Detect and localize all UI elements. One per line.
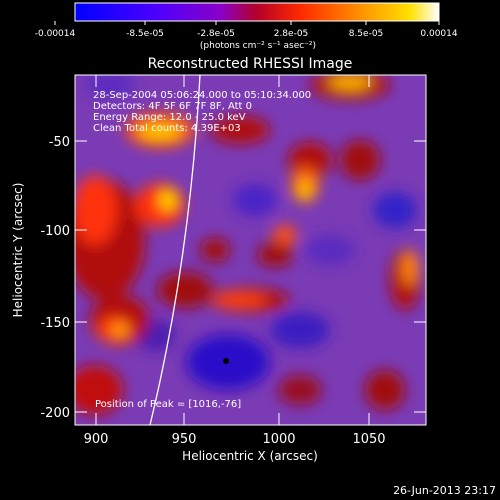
plot-frame [74,74,427,426]
x-tick-labels: 900 950 1000 1050 [84,432,386,447]
x-tick-label: 900 [84,432,109,447]
info-line-energy: Energy Range: 12.0 - 25.0 keV [93,112,246,123]
x-tick-label: 950 [172,432,197,447]
peak-marker [223,358,229,364]
y-tick-label: -50 [49,135,70,150]
plot-title: Reconstructed RHESSI Image [148,56,353,72]
colorbar-tick-label: 0.00014 [420,29,457,39]
info-line-time: 28-Sep-2004 05:06:24.000 to 05:10:34.000 [93,90,311,101]
x-axis-label: Heliocentric X (arcsec) [182,449,318,463]
info-block: 28-Sep-2004 05:06:24.000 to 05:10:34.000… [93,90,311,134]
rhessi-image [75,75,426,425]
y-axis-label: Heliocentric Y (arcsec) [11,183,25,318]
peak-position-label: Position of Peak = [1016,-76] [95,399,241,410]
info-line-clean: Clean Total counts: 4.39E+03 [93,123,241,134]
colorbar-ticks [54,21,440,25]
y-tick-labels: -50 -100 -150 -200 [40,135,70,421]
info-line-detectors: Detectors: 4F 5F 6F 7F 8F, Att 0 [93,101,252,112]
colorbar-tick-label: 2.8e-05 [274,29,309,39]
colorbar-units: (photons cm⁻² s⁻¹ asec⁻²) [200,41,316,51]
y-tick-label: -150 [40,316,70,331]
colorbar-tick-label: -0.00014 [35,29,76,39]
colorbar-tick-labels: -0.00014 -8.5e-05 -2.8e-05 2.8e-05 8.5e-… [35,29,458,39]
x-tick-label: 1000 [262,432,295,447]
colorbar-tick-label: -2.8e-05 [197,29,235,39]
x-tick-label: 1050 [352,432,385,447]
colorbar-tick-label: 8.5e-05 [349,29,384,39]
y-tick-label: -200 [40,406,70,421]
footer-date: 26-Jun-2013 23:17 [393,484,496,497]
axis-ticks [75,75,426,425]
colorbar [74,2,440,22]
colorbar-tick-label: -8.5e-05 [126,29,164,39]
solar-limb-arc [149,75,201,425]
y-tick-label: -100 [40,224,70,239]
